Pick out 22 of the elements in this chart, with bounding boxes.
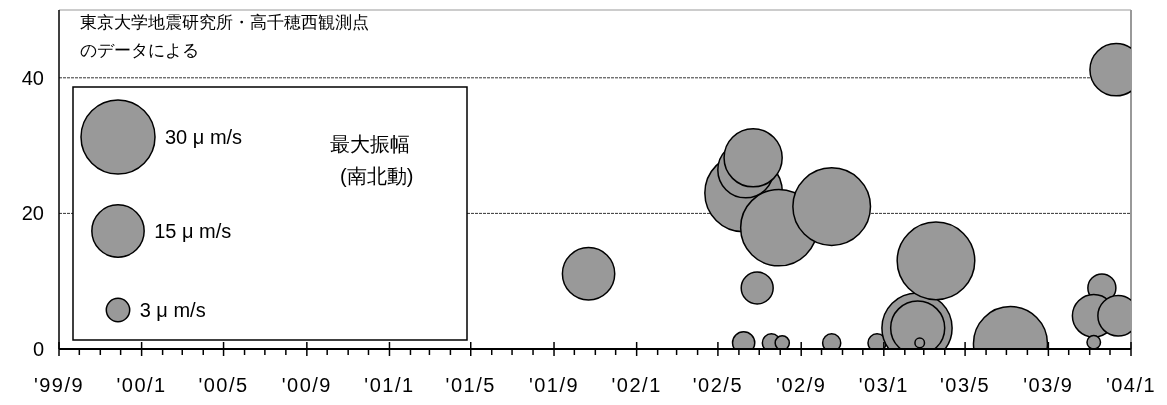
x-tick-label: '04/1 bbox=[1105, 374, 1157, 396]
legend-title: 最大振幅 (南北動) bbox=[330, 133, 414, 187]
legend-label: 30 μ m/s bbox=[165, 126, 243, 148]
x-tick-label: '02/1 bbox=[611, 374, 662, 396]
x-tick-label: '00/1 bbox=[116, 374, 167, 396]
annotation: 東京大学地震研究所・高千穂西観測点のデータによる bbox=[80, 13, 369, 60]
x-tick-label: '03/5 bbox=[939, 374, 991, 396]
x-tick-label: '01/1 bbox=[364, 374, 415, 396]
x-tick-label: '01/9 bbox=[528, 374, 580, 396]
x-tick-label: '02/9 bbox=[776, 374, 827, 396]
y-tick-label: 20 bbox=[21, 202, 44, 225]
x-tick-label: '01/5 bbox=[445, 374, 496, 396]
x-tick-label: '99/9 bbox=[33, 374, 85, 396]
x-tick-label: '02/5 bbox=[692, 374, 744, 396]
y-tick-label: 40 bbox=[21, 66, 44, 89]
x-tick-label: '03/1 bbox=[858, 374, 909, 396]
x-tick-label: '00/5 bbox=[198, 374, 249, 396]
x-tick-label: '00/9 bbox=[281, 374, 332, 396]
x-tick-label: '03/9 bbox=[1023, 374, 1074, 396]
legend-label: 3 μ m/s bbox=[139, 299, 206, 321]
legend-label: 15 μ m/s bbox=[154, 220, 232, 242]
y-tick-label: 0 bbox=[32, 338, 44, 360]
